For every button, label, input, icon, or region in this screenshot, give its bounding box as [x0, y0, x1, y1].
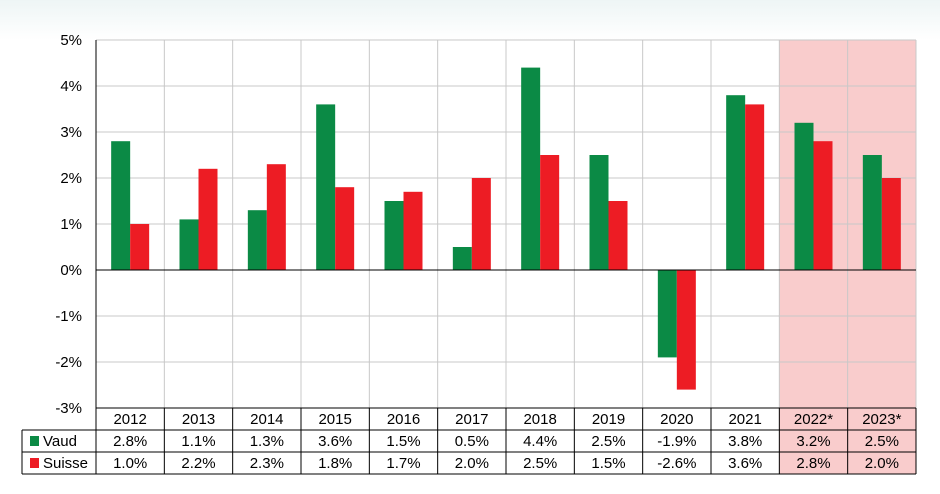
data-table: 2012 2013 2014 2015 2016 2017 2018 2019 2020 2021…: [21, 407, 917, 475]
data-label-vaud: 1.3%: [250, 433, 284, 450]
y-tick-label: -3%: [55, 400, 82, 417]
y-tick-label: 1%: [60, 216, 82, 233]
x-tick-label: 2014: [250, 411, 283, 428]
data-label-vaud: 3.6%: [318, 433, 352, 450]
x-tick-label: 2021: [728, 411, 761, 428]
data-label-vaud: 2.5%: [591, 433, 625, 450]
bar-vaud-2021: [726, 95, 746, 270]
x-tick-label: 2020: [660, 411, 693, 428]
bar-suisse-2023*: [881, 178, 901, 270]
bar-suisse-2020: [676, 270, 696, 390]
x-tick-label: 2016: [387, 411, 420, 428]
data-label-suisse: 2.2%: [181, 455, 215, 472]
x-tick-label: 2013: [182, 411, 215, 428]
data-label-vaud: 0.5%: [455, 433, 489, 450]
x-tick-label: 2022*: [794, 411, 833, 428]
data-label-vaud: 3.2%: [796, 433, 830, 450]
data-label-suisse: 1.5%: [591, 455, 625, 472]
bar-suisse-2013: [198, 168, 218, 270]
y-tick-label: 4%: [60, 78, 82, 95]
data-label-suisse: 1.8%: [318, 455, 352, 472]
data-label-vaud: -1.9%: [657, 433, 696, 450]
data-label-suisse: 2.8%: [796, 455, 830, 472]
legend-swatch-vaud: [30, 436, 39, 446]
data-label-suisse: 1.0%: [113, 455, 147, 472]
y-tick-label: 2%: [60, 170, 82, 187]
legend-swatch-suisse: [30, 458, 39, 468]
data-label-vaud: 4.4%: [523, 433, 557, 450]
bar-vaud-2017: [452, 247, 472, 270]
x-tick-label: 2012: [113, 411, 146, 428]
y-tick-label: 0%: [60, 262, 82, 279]
bar-vaud-2018: [521, 67, 541, 270]
data-label-vaud: 3.8%: [728, 433, 762, 450]
bar-vaud-2013: [179, 219, 199, 270]
bar-suisse-2016: [403, 191, 423, 270]
bars: [111, 67, 901, 390]
x-tick-label: 2015: [318, 411, 351, 428]
bar-vaud-2012: [111, 141, 131, 270]
bar-vaud-2022*: [794, 122, 814, 270]
x-tick-label: 2019: [592, 411, 625, 428]
bar-suisse-2019: [608, 201, 628, 270]
data-label-suisse: 2.5%: [523, 455, 557, 472]
bar-vaud-2016: [384, 201, 404, 270]
bar-suisse-2022*: [813, 141, 833, 270]
data-label-suisse: 2.3%: [250, 455, 284, 472]
bar-vaud-2015: [316, 104, 336, 271]
axes: 5% 4% 3% 2% 1% 0% -1% -2% -3%: [55, 32, 916, 417]
data-label-suisse: 1.7%: [386, 455, 420, 472]
bar-vaud-2020: [657, 270, 677, 358]
data-label-vaud: 2.5%: [865, 433, 899, 450]
y-tick-label: -1%: [55, 308, 82, 325]
bar-suisse-2021: [745, 104, 765, 271]
bar-suisse-2015: [335, 187, 355, 270]
data-label-suisse: 2.0%: [865, 455, 899, 472]
x-tick-label: 2018: [523, 411, 556, 428]
bar-suisse-2018: [540, 155, 560, 270]
bar-vaud-2014: [247, 210, 267, 270]
data-label-suisse: 3.6%: [728, 455, 762, 472]
bar-vaud-2019: [589, 155, 609, 270]
bar-suisse-2012: [130, 224, 150, 270]
data-label-suisse: 2.0%: [455, 455, 489, 472]
x-tick-label: 2017: [455, 411, 488, 428]
data-label-vaud: 1.5%: [386, 433, 420, 450]
data-label-vaud: 2.8%: [113, 433, 147, 450]
data-label-vaud: 1.1%: [181, 433, 215, 450]
legend-label-vaud: Vaud: [43, 433, 77, 450]
x-tick-label: 2023*: [862, 411, 901, 428]
bar-suisse-2017: [471, 178, 491, 270]
data-label-suisse: -2.6%: [657, 455, 696, 472]
y-tick-label: 3%: [60, 124, 82, 141]
bar-suisse-2014: [266, 164, 286, 270]
legend-label-suisse: Suisse: [43, 455, 88, 472]
bar-vaud-2023*: [862, 155, 882, 270]
y-tick-label: -2%: [55, 354, 82, 371]
y-tick-label: 5%: [60, 32, 82, 49]
